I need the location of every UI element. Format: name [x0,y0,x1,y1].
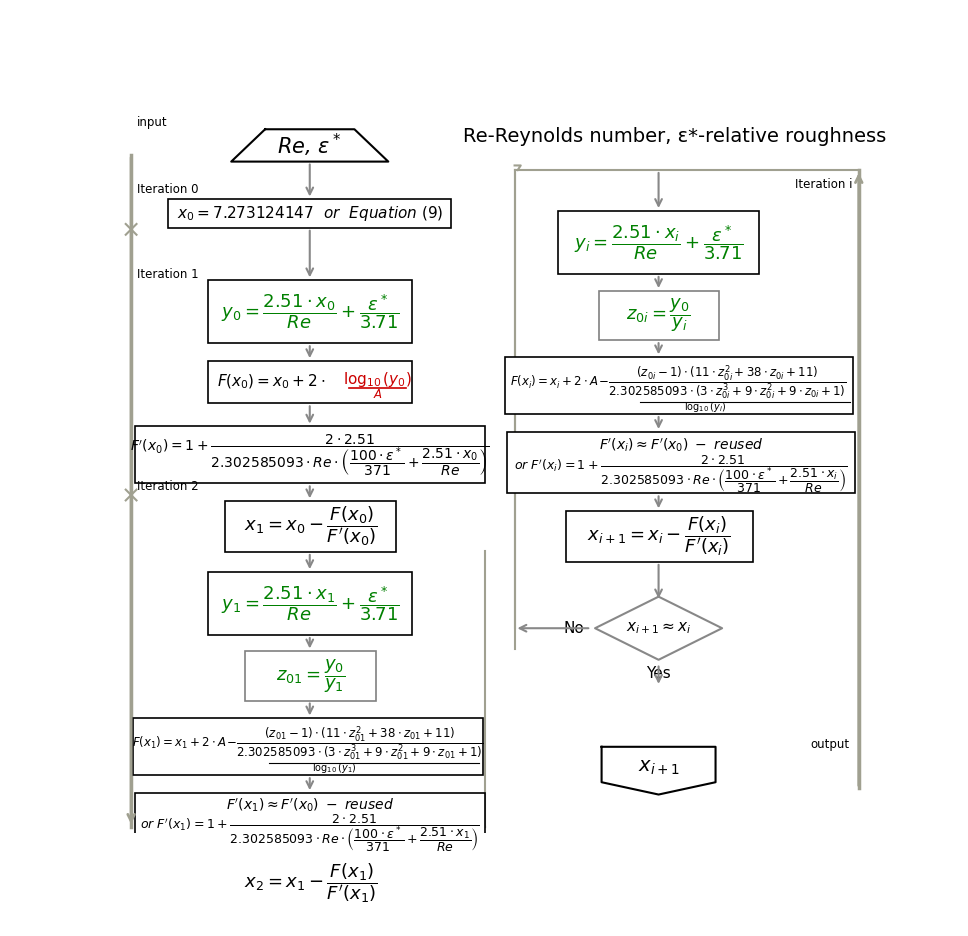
Text: $z_{0i} = \dfrac{y_0}{y_i}$: $z_{0i} = \dfrac{y_0}{y_i}$ [626,297,691,334]
Bar [135,793,485,853]
Bar [208,572,412,636]
Text: $x_1 = x_0 - \dfrac{F(x_0)}{F'(x_0)}$: $x_1 = x_0 - \dfrac{F(x_0)}{F'(x_0)}$ [244,505,378,548]
Text: $\log_{10}(y_i)$: $\log_{10}(y_i)$ [684,401,727,415]
Bar [558,211,760,274]
Text: $y_i = \dfrac{2.51 \cdot x_i}{Re} + \dfrac{\varepsilon^*}{3.71}$: $y_i = \dfrac{2.51 \cdot x_i}{Re} + \dfr… [574,223,743,262]
Text: $\log_{10}(y_0)$: $\log_{10}(y_0)$ [344,370,411,388]
Bar [208,280,412,344]
Bar [507,431,855,493]
Text: $F'(x_i) \approx F'(x_0)\ -\ reused$: $F'(x_i) \approx F'(x_0)\ -\ reused$ [598,436,763,454]
Text: No: No [563,621,584,636]
Text: Iteration i: Iteration i [795,178,853,191]
Bar [168,199,451,227]
Text: input: input [137,116,167,129]
Text: Iteration 0: Iteration 0 [137,183,198,197]
Text: $y_0 = \dfrac{2.51 \cdot x_0}{Re} + \dfrac{\varepsilon^*}{3.71}$: $y_0 = \dfrac{2.51 \cdot x_0}{Re} + \dfr… [221,292,400,331]
Text: $or\ F'(x_i) = 1 + \dfrac{2 \cdot 2.51}{2.302585093 \cdot Re \cdot \left(\dfrac{: $or\ F'(x_i) = 1 + \dfrac{2 \cdot 2.51}{… [514,454,848,495]
Text: Re-Reynolds number, ε*-relative roughness: Re-Reynolds number, ε*-relative roughnes… [463,127,887,146]
Text: $y_1 = \dfrac{2.51 \cdot x_1}{Re} + \dfrac{\varepsilon^*}{3.71}$: $y_1 = \dfrac{2.51 \cdot x_1}{Re} + \dfr… [221,584,400,623]
Text: $F(x_i) = x_i + 2 \cdot A\!-\!\dfrac{(z_{0i}-1)\cdot(11\cdot z_{0i}^2+38\cdot z_: $F(x_i) = x_i + 2 \cdot A\!-\!\dfrac{(z_… [510,363,847,402]
Text: Iteration 1: Iteration 1 [137,268,198,281]
Text: $or\ F'(x_1) = 1 + \dfrac{2 \cdot 2.51}{2.302585093 \cdot Re \cdot \left(\dfrac{: $or\ F'(x_1) = 1 + \dfrac{2 \cdot 2.51}{… [140,813,480,855]
Bar [225,857,396,909]
Text: $x_{i+1}$: $x_{i+1}$ [638,758,680,777]
Text: $x_{i+1} = x_i - \dfrac{F(x_i)}{F'(x_i)}$: $x_{i+1} = x_i - \dfrac{F(x_i)}{F'(x_i)}… [588,515,731,559]
Text: output: output [810,738,849,751]
Text: $F'(x_0) = 1 + \dfrac{2 \cdot 2.51}{2.302585093 \cdot Re \cdot \left(\dfrac{100 : $F'(x_0) = 1 + \dfrac{2 \cdot 2.51}{2.30… [131,432,490,477]
Text: $x_{i+1} \approx x_i$: $x_{i+1} \approx x_i$ [626,621,691,636]
Bar [245,651,376,701]
Text: $\log_{10}(y_1)$: $\log_{10}(y_1)$ [313,761,357,775]
Bar [566,511,752,562]
Text: $x_0 = 7.273124147\ \ or\ \ Equation\ (9)$: $x_0 = 7.273124147\ \ or\ \ Equation\ (9… [176,204,443,223]
Text: Yes: Yes [647,666,671,681]
Bar [135,427,485,484]
Bar [208,361,412,403]
Text: $F'(x_1) \approx F'(x_0)\ -\ reused$: $F'(x_1) \approx F'(x_0)\ -\ reused$ [227,797,394,814]
Bar [504,358,853,414]
Text: Re, $\varepsilon^*$: Re, $\varepsilon^*$ [278,132,342,159]
Text: $z_{01} = \dfrac{y_0}{y_1}$: $z_{01} = \dfrac{y_0}{y_1}$ [276,657,346,695]
Text: $F(x_0) = x_0 + 2 \cdot$: $F(x_0) = x_0 + 2 \cdot$ [218,373,326,391]
Bar [225,501,396,552]
Bar [598,291,718,341]
Text: $x_2 = x_1 - \dfrac{F(x_1)}{F'(x_1)}$: $x_2 = x_1 - \dfrac{F(x_1)}{F'(x_1)}$ [244,861,378,905]
Text: $F(x_1) = x_1 + 2 \cdot A\!-\!\dfrac{(z_{01}-1)\cdot(11\cdot z_{01}^2+38\cdot z_: $F(x_1) = x_1 + 2 \cdot A\!-\!\dfrac{(z_… [133,724,483,763]
Text: Iteration 2: Iteration 2 [137,479,198,492]
Text: $A$: $A$ [373,388,382,401]
Bar [133,718,483,775]
